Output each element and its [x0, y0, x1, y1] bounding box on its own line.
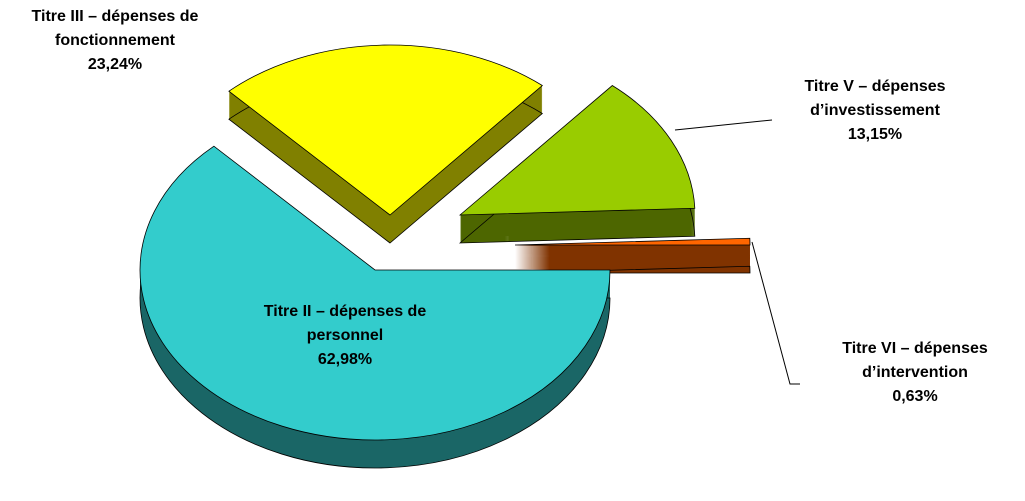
slice-value-label: 23,24% — [87, 56, 143, 73]
pie-slice — [514, 237, 751, 246]
slice-name: Titre III – dépenses de fonctionnement — [31, 8, 199, 49]
slice-label: Titre V – dépenses d’investissement 13,15… — [760, 75, 990, 147]
leader-line — [674, 119, 773, 131]
pie-slice-edge — [514, 265, 751, 274]
slice-name: Titre V – dépenses d’investissement — [804, 78, 946, 119]
leader-line — [751, 241, 800, 385]
slice-value-label: 13,15% — [847, 126, 903, 143]
slice-name: Titre II – dépenses de personnel — [263, 303, 427, 344]
pie-slice — [458, 85, 696, 216]
slice-name: Titre VI – dépenses d’intervention — [842, 340, 988, 381]
pie-slice — [228, 44, 543, 216]
slice-label: Titre II – dépenses de personnel 62,98% — [230, 300, 460, 372]
slice-label: Titre VI – dépenses d’intervention 0,63% — [800, 337, 1025, 409]
slice-value-label: 62,98% — [317, 351, 373, 368]
slice-value-label: 0,63% — [892, 388, 938, 405]
pie-slice — [139, 145, 611, 441]
slice-label: Titre III – dépenses de fonctionnement 23… — [0, 5, 235, 77]
pie-slice-side — [515, 239, 750, 273]
